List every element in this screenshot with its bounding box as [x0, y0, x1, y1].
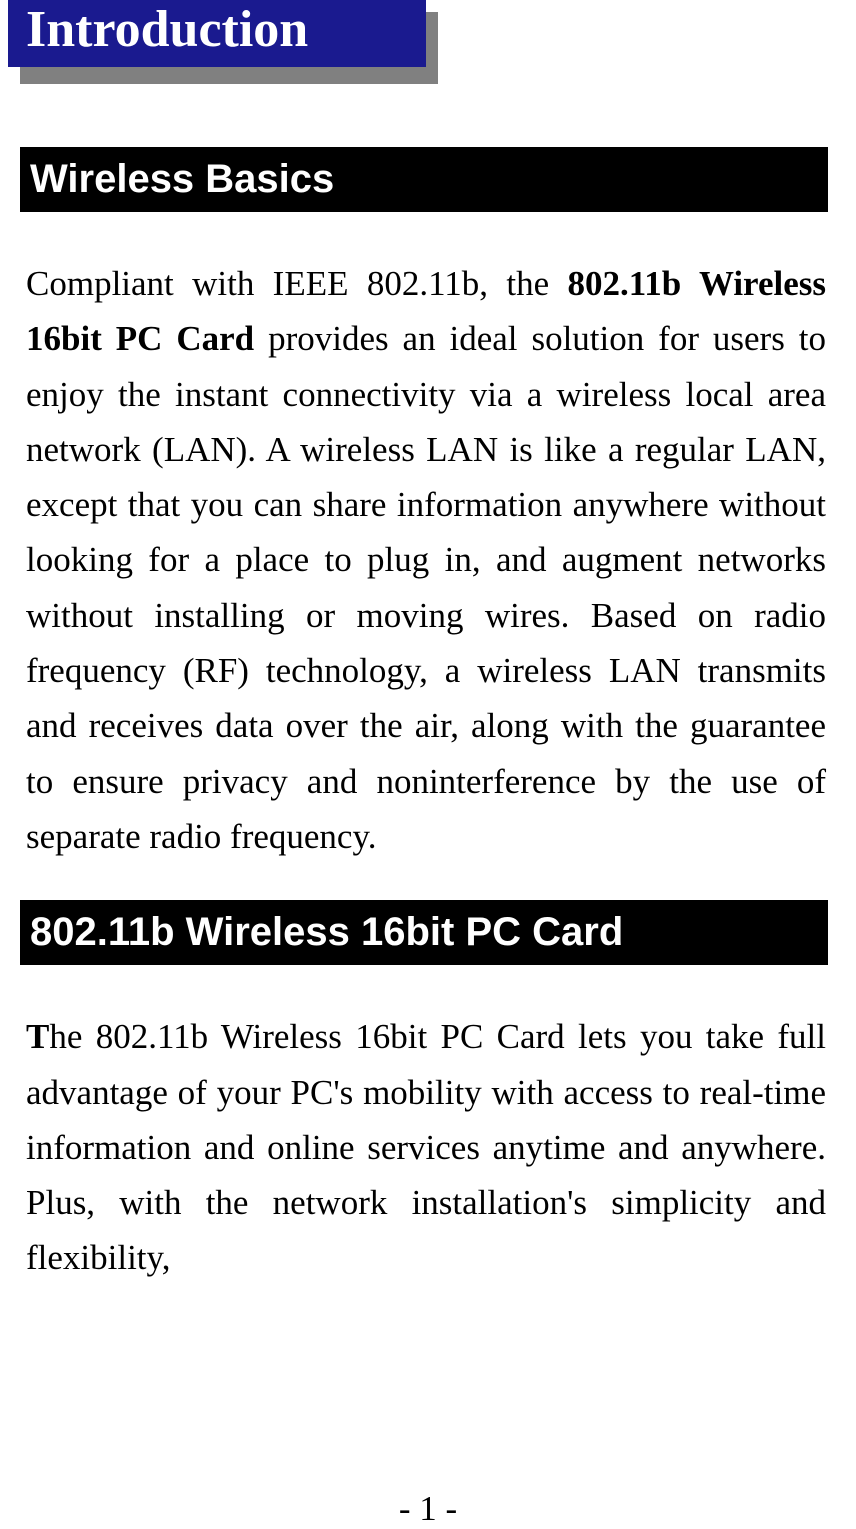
body-paragraph-2: The 802.11b Wireless 16bit PC Card lets … — [26, 1009, 826, 1285]
intro-title-box: Introduction — [8, 0, 428, 67]
body-text-part1: Compliant with IEEE 802.11b, the — [26, 264, 567, 303]
body-text-rest: he 802.11b Wireless 16bit PC Card lets y… — [26, 1017, 826, 1277]
page-number: - 1 - — [0, 1489, 856, 1529]
section-heading-pc-card: 802.11b Wireless 16bit PC Card — [20, 900, 828, 965]
intro-title: Introduction — [8, 0, 426, 67]
body-text-bold-t: T — [26, 1017, 49, 1056]
body-paragraph-1: Compliant with IEEE 802.11b, the 802.11b… — [26, 256, 826, 864]
body-text-part2: provides an ideal solution for users to … — [26, 319, 826, 856]
section-heading-wireless-basics: Wireless Basics — [20, 147, 828, 212]
